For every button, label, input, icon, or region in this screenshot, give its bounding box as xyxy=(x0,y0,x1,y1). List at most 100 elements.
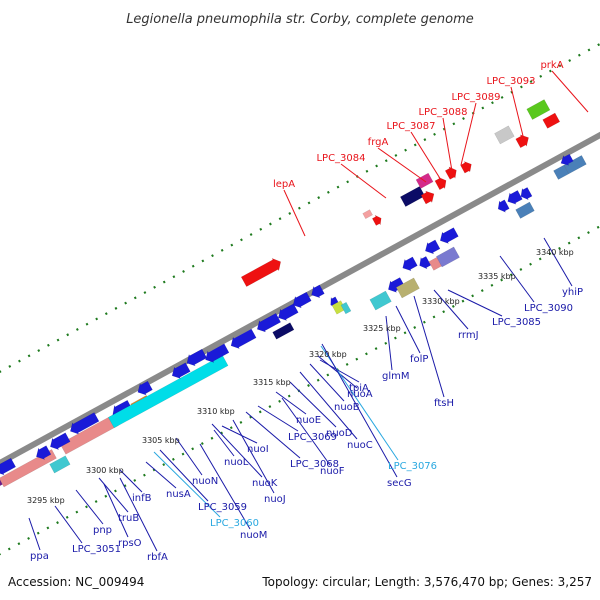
reverse-label-connector xyxy=(257,405,299,432)
gene-feature xyxy=(460,161,472,174)
gene-feature xyxy=(70,412,100,435)
gene-label-reverse: nuoE xyxy=(296,415,321,426)
reverse-label-connector xyxy=(447,289,503,317)
gene-label-reverse: nusA xyxy=(166,489,191,500)
forward-label-connector xyxy=(460,102,477,166)
gene-label-reverse: LPC_3051 xyxy=(72,544,121,555)
gene-feature xyxy=(371,214,382,226)
map-title: Legionella pneumophila str. Corby, compl… xyxy=(126,12,474,27)
gene-label-reverse: folP xyxy=(410,354,428,365)
gene-label-reverse: LPC_3059 xyxy=(198,502,247,513)
gene-feature xyxy=(526,99,551,120)
gene-label-reverse: LPC_3090 xyxy=(524,303,573,314)
gene-label-forward: LPC_3088 xyxy=(418,107,467,118)
gene-feature xyxy=(425,239,441,255)
reverse-label-connector xyxy=(321,343,398,478)
reverse-label-connector xyxy=(221,425,258,444)
gene-label-reverse: rrmJ xyxy=(458,330,479,341)
gene-label-reverse: LPC_3085 xyxy=(492,317,541,328)
gene-feature xyxy=(292,291,312,309)
reverse-label-connector xyxy=(543,237,573,287)
forward-label-connector xyxy=(410,131,442,181)
reverse-label-connector xyxy=(232,419,275,494)
gene-label-reverse: nuoK xyxy=(252,478,278,489)
gene-feature xyxy=(137,380,153,396)
gene-feature xyxy=(542,112,561,129)
gene-label-reverse: nuoB xyxy=(334,402,360,413)
reverse-label-connector xyxy=(54,505,83,544)
gene-feature xyxy=(444,166,457,180)
gene-feature xyxy=(419,256,432,270)
accession-text: Accession: NC_009494 xyxy=(8,575,144,589)
gene-feature xyxy=(439,227,459,244)
gene-label-reverse: nuoN xyxy=(192,476,218,487)
gene-feature xyxy=(240,257,281,287)
gene-label-reverse: yhiP xyxy=(562,287,583,298)
gene-feature xyxy=(563,155,587,175)
gene-feature xyxy=(515,134,529,149)
gene-feature xyxy=(369,290,392,311)
gene-label-forward: lepA xyxy=(273,179,295,190)
genome-summary-text: Topology: circular; Length: 3,576,470 bp… xyxy=(261,575,592,589)
scale-tick-label: 3300 kbp xyxy=(86,466,124,475)
gene-label-reverse: pnp xyxy=(93,525,112,536)
gene-label-forward: LPC_3093 xyxy=(486,76,535,87)
reverse-label-connector xyxy=(299,371,358,440)
gene-feature xyxy=(402,256,418,272)
forward-label-connector xyxy=(377,147,427,183)
reverse-label-connector xyxy=(395,305,421,354)
gene-feature xyxy=(0,457,17,476)
gene-label-reverse: nuoM xyxy=(240,530,267,541)
gene-label-forward: LPC_3089 xyxy=(451,92,500,103)
gene-feature xyxy=(230,328,257,350)
gene-feature xyxy=(520,187,533,201)
reverse-label-connector xyxy=(213,429,235,457)
scale-tick-label: 3335 kbp xyxy=(478,272,516,281)
gene-label-forward: frgA xyxy=(368,137,389,148)
forward-label-connector xyxy=(551,70,589,113)
inner-tick-track xyxy=(0,225,600,556)
gene-label-reverse: LPC_3069 xyxy=(288,432,337,443)
gene-label-reverse: nuoA xyxy=(347,389,373,400)
reverse-label-connector xyxy=(385,315,393,371)
scale-tick-label: 3340 kbp xyxy=(536,248,574,257)
gene-label-reverse: truB xyxy=(118,513,139,524)
gene-feature xyxy=(272,322,295,340)
gene-label-reverse: nuoD xyxy=(326,428,353,439)
gene-label-reverse: LPC_3068 xyxy=(290,459,339,470)
gene-feature xyxy=(507,190,523,205)
gene-label-reverse: nuoI xyxy=(247,444,269,455)
gene-feature xyxy=(311,284,325,299)
gene-feature xyxy=(435,246,460,268)
reverse-label-connector xyxy=(75,489,104,525)
label-connectors xyxy=(28,70,589,552)
gene-label-reverse: ppa xyxy=(30,551,49,562)
reverse-label-connector xyxy=(413,295,445,398)
gene-feature xyxy=(171,362,191,379)
gene-label-reverse: ftsH xyxy=(434,398,454,409)
reverse-label-connector xyxy=(499,255,535,303)
scale-tick-label: 3305 kbp xyxy=(142,436,180,445)
gene-feature xyxy=(278,303,299,321)
gene-label-forward: LPC_3084 xyxy=(316,153,365,164)
gene-label-reverse: LPC_3076 xyxy=(388,461,437,472)
reverse-label-connector xyxy=(245,411,301,459)
gene-feature xyxy=(256,312,282,333)
gene-label-reverse: glmM xyxy=(382,371,410,382)
reverse-label-connector xyxy=(119,477,158,552)
forward-label-connector xyxy=(510,86,525,141)
reverse-label-connector xyxy=(199,443,251,530)
reverse-label-connector xyxy=(145,461,177,489)
gene-feature xyxy=(340,301,352,315)
reverse-label-connector xyxy=(175,437,203,476)
gene-label-reverse: rbfA xyxy=(147,552,168,563)
scale-tick-label: 3325 kbp xyxy=(363,324,401,333)
scale-tick-label: 3315 kbp xyxy=(253,378,291,387)
reverse-label-connector xyxy=(289,381,337,428)
reverse-label-connector xyxy=(211,423,263,478)
gene-feature xyxy=(497,199,510,213)
reverse-label-connector xyxy=(319,359,360,383)
outer-tick-track xyxy=(0,42,600,373)
